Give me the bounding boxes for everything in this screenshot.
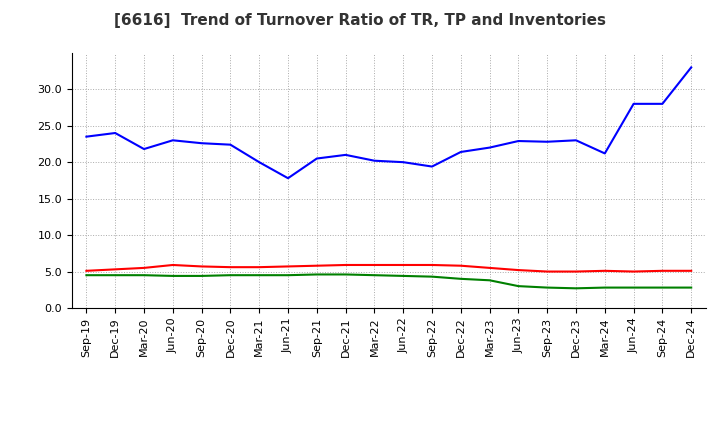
Inventories [284, 272, 292, 278]
Trade Receivables [82, 268, 91, 273]
Inventories [111, 272, 120, 278]
Trade Payables [82, 134, 91, 139]
Line: Inventories: Inventories [86, 275, 691, 288]
Inventories [140, 272, 148, 278]
Trade Payables [312, 156, 321, 161]
Inventories [514, 283, 523, 289]
Inventories [572, 286, 580, 291]
Inventories [312, 272, 321, 277]
Trade Payables [341, 152, 350, 158]
Inventories [341, 272, 350, 277]
Trade Receivables [687, 268, 696, 273]
Trade Payables [629, 101, 638, 106]
Trade Receivables [629, 269, 638, 274]
Trade Payables [370, 158, 379, 163]
Inventories [370, 272, 379, 278]
Trade Payables [572, 138, 580, 143]
Inventories [82, 272, 91, 278]
Trade Receivables [140, 265, 148, 271]
Trade Payables [168, 138, 177, 143]
Trade Receivables [111, 267, 120, 272]
Inventories [687, 285, 696, 290]
Trade Payables [197, 140, 206, 146]
Line: Trade Receivables: Trade Receivables [86, 265, 691, 271]
Inventories [600, 285, 609, 290]
Inventories [485, 278, 494, 283]
Trade Payables [658, 101, 667, 106]
Inventories [629, 285, 638, 290]
Text: [6616]  Trend of Turnover Ratio of TR, TP and Inventories: [6616] Trend of Turnover Ratio of TR, TP… [114, 13, 606, 28]
Trade Payables [600, 151, 609, 156]
Trade Receivables [514, 268, 523, 273]
Trade Payables [514, 139, 523, 144]
Inventories [658, 285, 667, 290]
Inventories [168, 273, 177, 279]
Inventories [226, 272, 235, 278]
Trade Receivables [572, 269, 580, 274]
Trade Payables [687, 65, 696, 70]
Trade Receivables [284, 264, 292, 269]
Trade Receivables [226, 264, 235, 270]
Trade Receivables [485, 265, 494, 271]
Inventories [255, 272, 264, 278]
Trade Payables [140, 147, 148, 152]
Inventories [428, 274, 436, 279]
Trade Receivables [456, 263, 465, 268]
Trade Payables [255, 160, 264, 165]
Trade Receivables [168, 262, 177, 268]
Inventories [197, 273, 206, 279]
Trade Payables [456, 149, 465, 154]
Trade Receivables [197, 264, 206, 269]
Inventories [456, 276, 465, 282]
Trade Payables [485, 145, 494, 150]
Trade Receivables [428, 262, 436, 268]
Trade Receivables [255, 264, 264, 270]
Trade Payables [428, 164, 436, 169]
Trade Payables [226, 142, 235, 147]
Trade Receivables [399, 262, 408, 268]
Trade Receivables [543, 269, 552, 274]
Inventories [399, 273, 408, 279]
Trade Receivables [600, 268, 609, 273]
Trade Payables [111, 130, 120, 136]
Inventories [543, 285, 552, 290]
Trade Receivables [312, 263, 321, 268]
Trade Receivables [341, 262, 350, 268]
Trade Payables [399, 160, 408, 165]
Trade Receivables [658, 268, 667, 273]
Line: Trade Payables: Trade Payables [86, 67, 691, 178]
Trade Payables [284, 176, 292, 181]
Trade Payables [543, 139, 552, 144]
Trade Receivables [370, 262, 379, 268]
